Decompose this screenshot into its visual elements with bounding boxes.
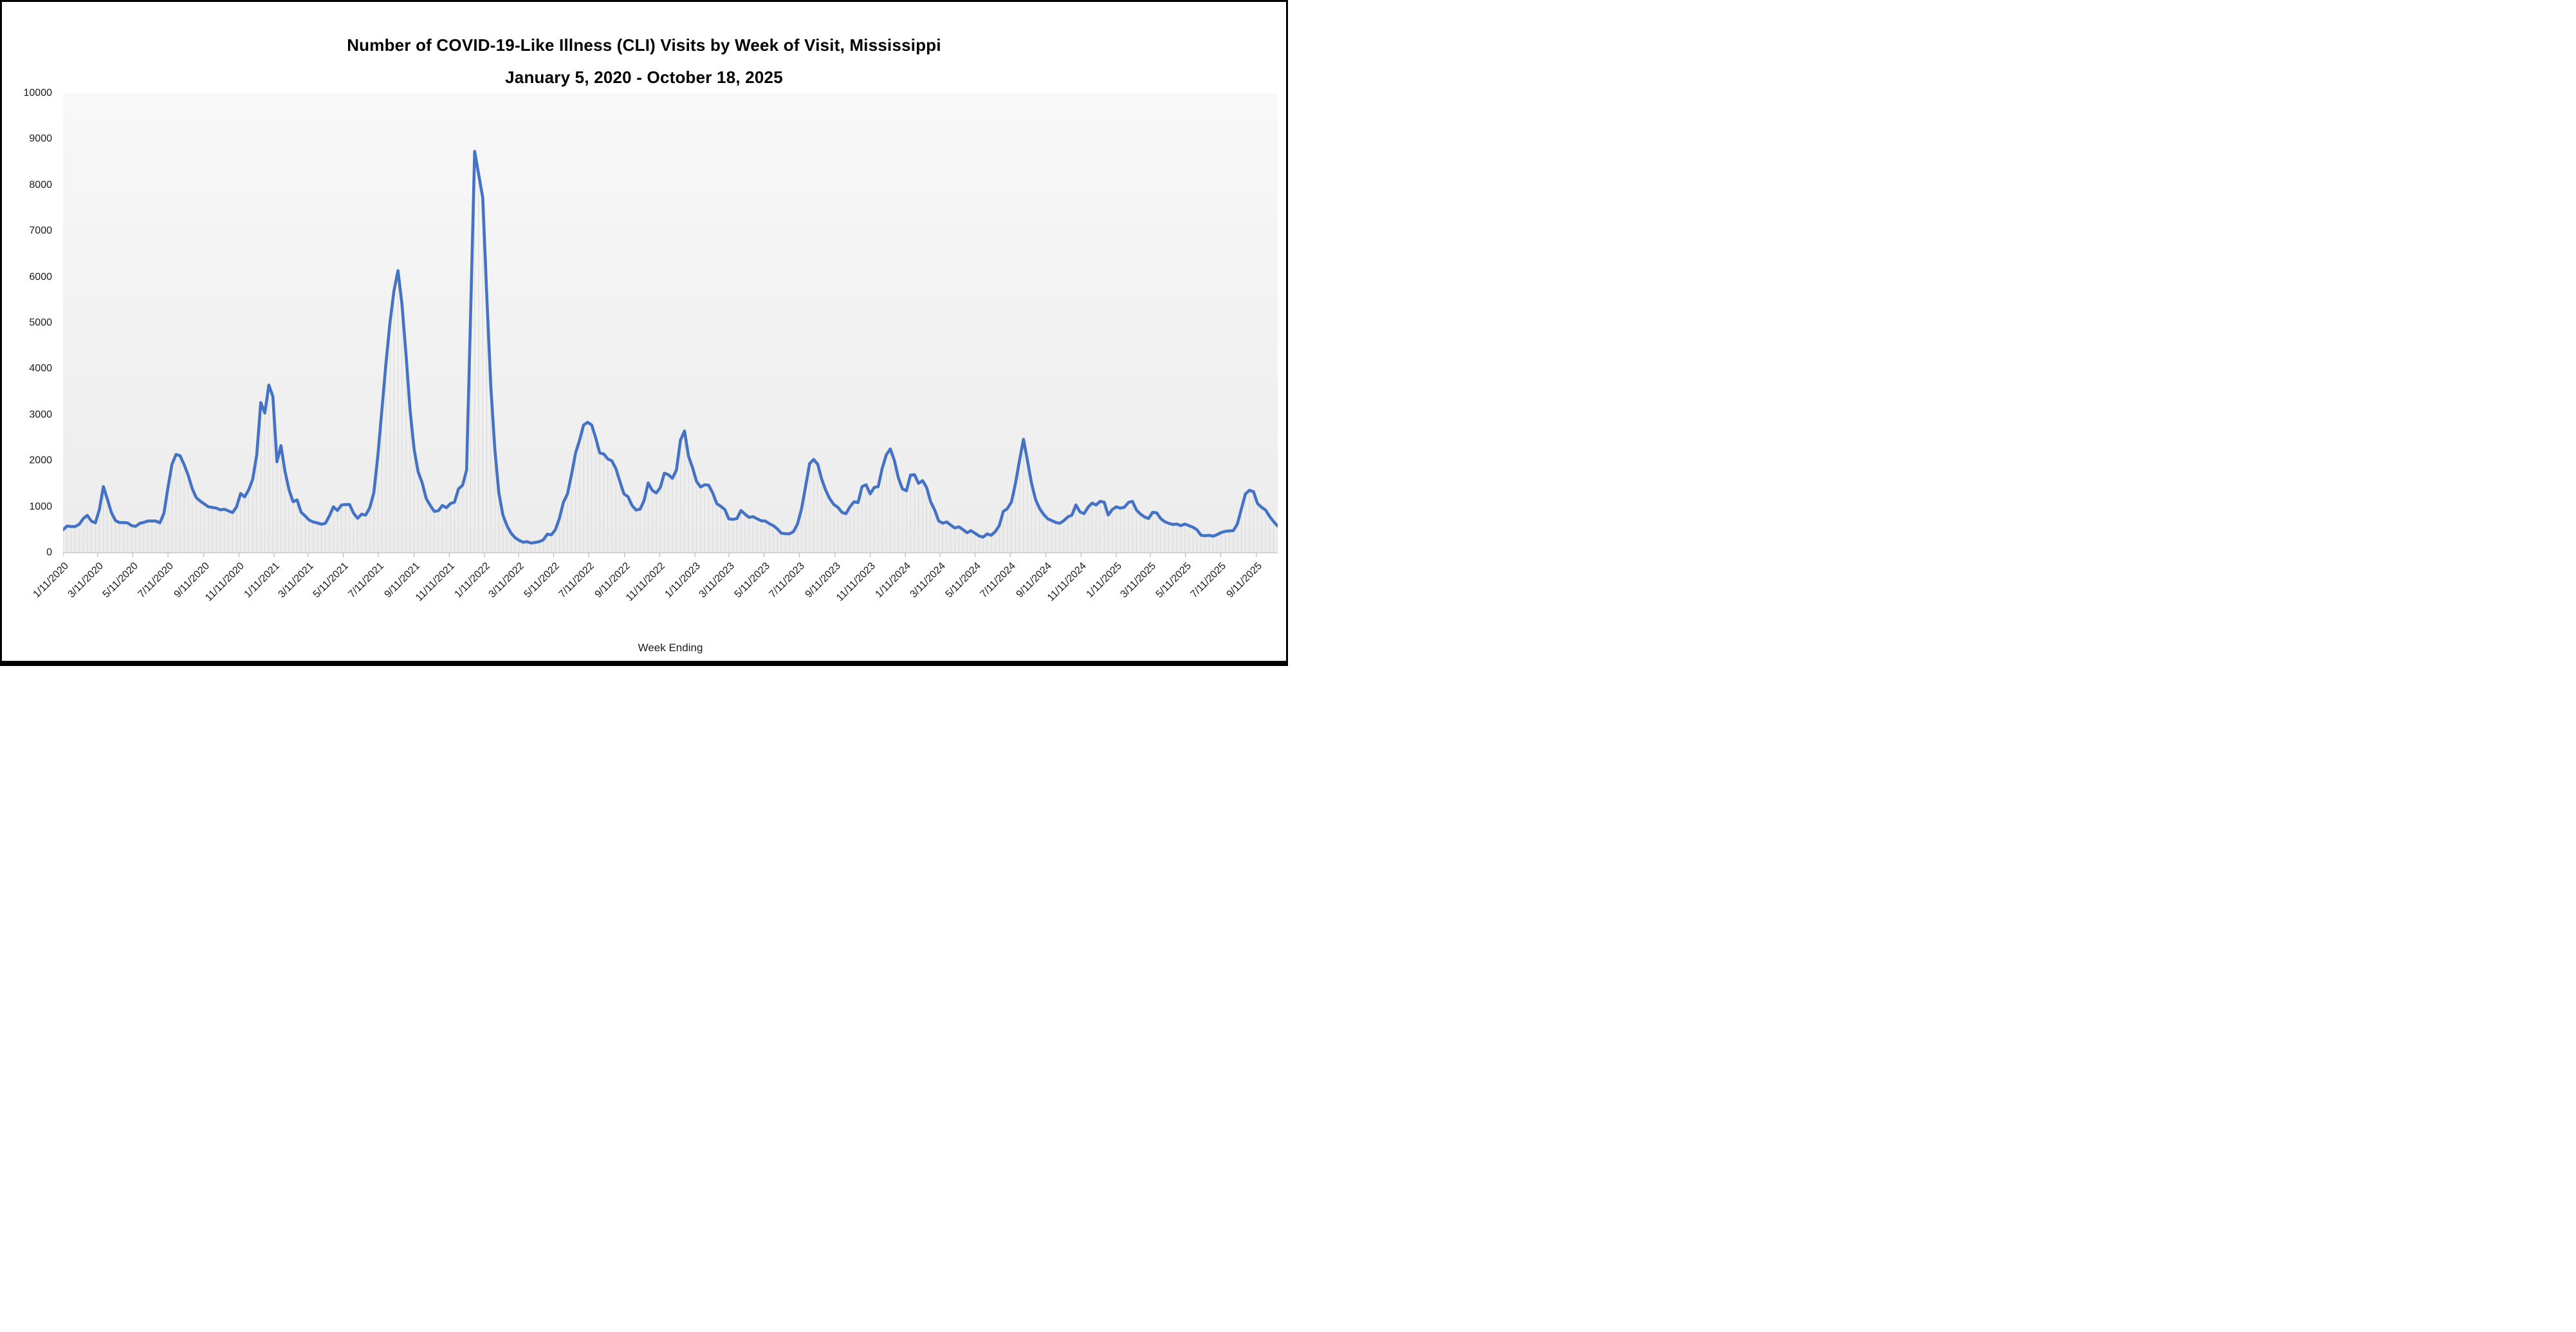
x-axis-label: 5/11/2021 xyxy=(311,560,351,600)
x-axis-ticks xyxy=(63,553,1257,557)
x-axis-label: 3/11/2023 xyxy=(697,560,737,600)
cli-visits-line xyxy=(63,150,1278,545)
line-chart xyxy=(63,93,1278,557)
x-axis-label: 5/11/2023 xyxy=(732,560,772,600)
y-axis-label: 3000 xyxy=(29,409,52,420)
chart-title-block: Number of COVID-19-Like Illness (CLI) Vi… xyxy=(2,37,1286,86)
x-axis-label: 3/11/2022 xyxy=(486,560,526,600)
weekly-drop-lines xyxy=(63,153,1278,553)
y-axis-label: 8000 xyxy=(29,179,52,190)
x-axis-label: 5/11/2022 xyxy=(522,560,562,600)
chart-subtitle: January 5, 2020 - October 18, 2025 xyxy=(505,68,783,87)
x-axis-label: 1/11/2025 xyxy=(1084,560,1125,600)
x-axis-label: 1/11/2020 xyxy=(31,560,71,600)
x-axis-label: 7/11/2024 xyxy=(978,560,1018,600)
y-axis-label: 0 xyxy=(46,547,52,558)
plot-area xyxy=(63,93,1278,558)
x-axis-label: 1/11/2021 xyxy=(242,560,282,600)
x-axis-label: 3/11/2024 xyxy=(908,560,948,600)
x-axis-label: 5/11/2020 xyxy=(100,560,141,600)
x-axis-label: 7/11/2025 xyxy=(1188,560,1229,600)
x-axis-label: 5/11/2025 xyxy=(1154,560,1193,600)
y-axis-label: 7000 xyxy=(29,225,52,237)
y-axis-label: 1000 xyxy=(29,501,52,512)
x-axis-label: 3/11/2020 xyxy=(66,560,106,600)
x-axis-label: 3/11/2025 xyxy=(1118,560,1158,600)
chart-screenshot: { "title": { "line1": "Number of COVID-1… xyxy=(0,0,1288,666)
y-axis-label: 6000 xyxy=(29,271,52,282)
x-axis-label: 1/11/2023 xyxy=(663,560,703,600)
x-axis-label: 1/11/2024 xyxy=(873,560,914,600)
y-axis-label: 4000 xyxy=(29,363,52,375)
x-axis-label: 7/11/2022 xyxy=(557,560,597,600)
plot-background xyxy=(63,93,1278,553)
x-axis-label: 7/11/2023 xyxy=(767,560,807,600)
x-axis-title: Week Ending xyxy=(638,642,703,654)
x-axis-label: 5/11/2024 xyxy=(943,560,983,600)
x-axis-label: 3/11/2021 xyxy=(276,560,316,600)
x-axis-label: 7/11/2020 xyxy=(136,560,176,600)
y-axis-label: 10000 xyxy=(23,88,53,98)
x-axis-label: 9/11/2025 xyxy=(1224,560,1264,600)
chart-title: Number of COVID-19-Like Illness (CLI) Vi… xyxy=(347,35,941,55)
y-axis-label: 2000 xyxy=(29,455,52,467)
x-axis-label: 1/11/2022 xyxy=(452,560,493,600)
y-axis-label: 5000 xyxy=(29,317,52,328)
y-axis-label: 9000 xyxy=(29,133,52,145)
x-axis-label: 7/11/2021 xyxy=(346,560,387,600)
